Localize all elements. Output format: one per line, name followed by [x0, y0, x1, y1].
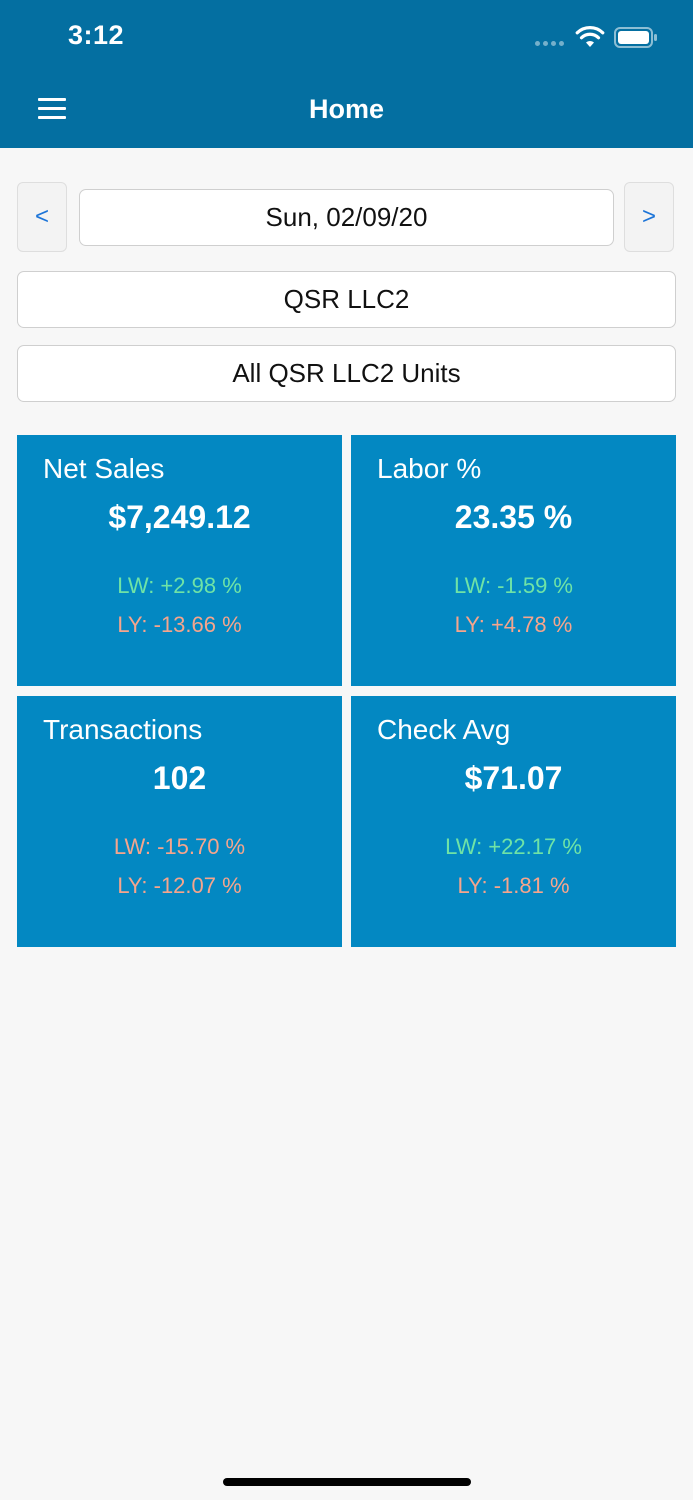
tile-title: Net Sales [43, 453, 165, 484]
status-time: 3:12 [68, 20, 125, 50]
last-year-change: LY: -13.66 % [117, 612, 242, 637]
battery-icon [614, 27, 657, 48]
net-sales-tile[interactable]: Net Sales $7,249.12 LW: +2.98 % LY: -13.… [17, 435, 342, 686]
last-week-change: LW: -1.59 % [453, 573, 573, 598]
hamburger-menu-icon[interactable] [30, 92, 74, 128]
tile-value: $71.07 [464, 760, 563, 796]
labor-percent-tile[interactable]: Labor % 23.35 % LW: -1.59 % LY: +4.78 % [351, 435, 676, 686]
home-indicator [223, 1478, 471, 1486]
wifi-icon [575, 26, 605, 47]
tile-value: 23.35 % [454, 499, 573, 535]
last-week-change: LW: -15.70 % [113, 834, 246, 859]
last-year-change: LY: +4.78 % [454, 612, 573, 637]
page-title: Home [308, 94, 384, 124]
tile-title: Labor % [377, 453, 482, 484]
tile-value: $7,249.12 [108, 499, 251, 535]
company-selector[interactable]: QSR LLC2 [17, 271, 676, 328]
next-date-button[interactable]: > [624, 182, 674, 252]
tile-title: Transactions [43, 714, 203, 745]
navigation-header: 3:12 Home [0, 0, 693, 148]
date-field[interactable]: Sun, 02/09/20 [79, 189, 614, 246]
unit-selector[interactable]: All QSR LLC2 Units [17, 345, 676, 402]
transactions-tile[interactable]: Transactions 102 LW: -15.70 % LY: -12.07… [17, 696, 342, 947]
last-year-change: LY: -12.07 % [117, 873, 242, 898]
last-year-change: LY: -1.81 % [457, 873, 570, 898]
previous-date-button[interactable]: < [17, 182, 67, 252]
check-average-tile[interactable]: Check Avg $71.07 LW: +22.17 % LY: -1.81 … [351, 696, 676, 947]
tile-value: 102 [152, 760, 207, 796]
tile-title: Check Avg [377, 714, 511, 745]
last-week-change: LW: +22.17 % [445, 834, 582, 859]
last-week-change: LW: +2.98 % [117, 573, 242, 598]
cellular-signal-icon [535, 41, 564, 46]
